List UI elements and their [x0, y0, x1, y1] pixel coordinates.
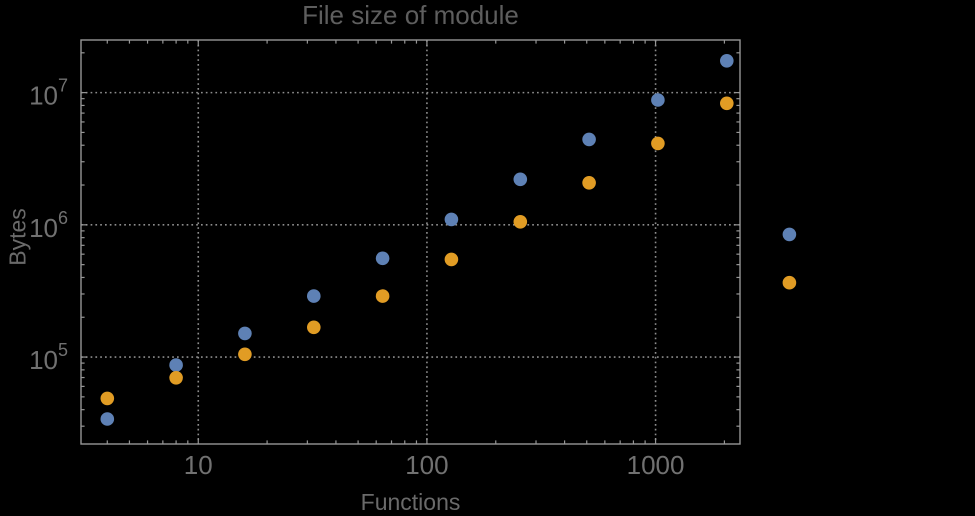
data-point — [444, 252, 459, 267]
data-point — [307, 320, 321, 335]
data-point — [651, 93, 665, 107]
data-point — [513, 215, 528, 229]
data-point — [307, 289, 321, 303]
data-point — [444, 212, 459, 227]
y-tick-label: 105 — [29, 340, 68, 375]
x-tick-label: 10 — [184, 450, 213, 480]
plot-frame — [80, 39, 741, 445]
data-point — [582, 132, 596, 147]
data-point — [720, 54, 734, 68]
data-points — [100, 54, 797, 426]
data-point — [100, 391, 115, 406]
gridlines — [81, 40, 740, 444]
data-point — [238, 326, 252, 341]
data-point — [169, 358, 183, 372]
data-point — [375, 289, 390, 303]
y-tick-label: 107 — [29, 76, 68, 111]
chart-title: File size of module — [302, 0, 519, 30]
data-point — [782, 275, 797, 290]
series-blue — [100, 54, 797, 426]
data-point — [169, 371, 183, 385]
data-point — [238, 347, 252, 362]
series-orange — [100, 96, 797, 406]
y-axis-label: Bytes — [4, 208, 31, 266]
x-axis-label: Functions — [360, 489, 461, 515]
data-point — [782, 227, 797, 242]
data-point — [582, 176, 596, 190]
data-point — [651, 136, 665, 151]
data-point — [720, 96, 734, 111]
plot-frame-group — [80, 39, 741, 445]
tick-labels: 10 100 1000 105 106 107 — [29, 76, 684, 480]
data-point — [513, 172, 528, 187]
y-tick-label: 106 — [29, 208, 68, 243]
tick-marks — [81, 40, 740, 444]
data-point — [375, 251, 390, 266]
data-point — [100, 412, 115, 426]
x-tick-label: 1000 — [627, 450, 685, 480]
x-tick-label: 100 — [405, 450, 448, 480]
